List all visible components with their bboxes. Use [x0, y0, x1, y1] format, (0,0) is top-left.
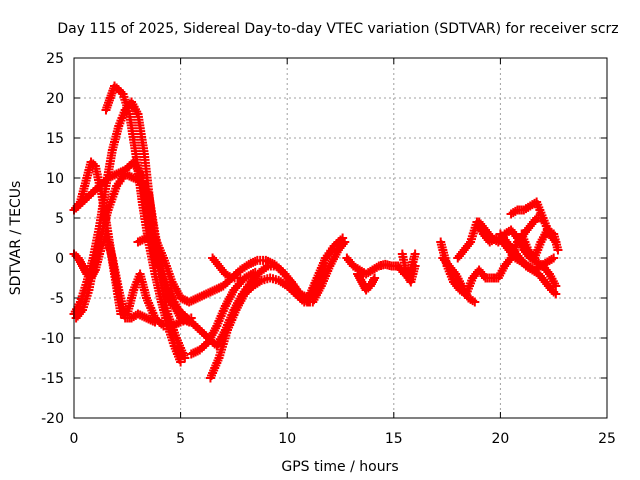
- data-point: [549, 253, 559, 263]
- x-tick-label: 20: [491, 431, 509, 447]
- data-point: [551, 289, 561, 299]
- data-point: [551, 281, 561, 291]
- series-track-m: [353, 269, 380, 295]
- y-tick-label: -10: [41, 331, 64, 347]
- y-tick-label: 20: [46, 91, 64, 107]
- data-point: [150, 317, 160, 327]
- x-tick-label: 0: [70, 431, 79, 447]
- x-axis-label: GPS time / hours: [281, 459, 398, 475]
- y-tick-label: 10: [46, 171, 64, 187]
- y-axis-tick-labels: -20 -15 -10 -5 0 5 10 15 20 25: [41, 51, 64, 427]
- data-point: [250, 267, 260, 277]
- data-point: [176, 357, 186, 367]
- y-tick-label: -20: [41, 411, 64, 427]
- series-track-j: [186, 267, 260, 359]
- data-point: [410, 261, 420, 271]
- series-track-k: [208, 253, 245, 283]
- x-tick-label: 15: [385, 431, 403, 447]
- grid-lines: [74, 58, 607, 418]
- y-tick-label: -15: [41, 371, 64, 387]
- series-track-f: [69, 229, 160, 327]
- y-tick-label: 25: [46, 51, 64, 67]
- y-axis-label: SDTVAR / TECUs: [8, 181, 24, 296]
- y-tick-label: -5: [50, 291, 64, 307]
- series-track-p: [438, 253, 480, 307]
- data-point: [410, 249, 420, 259]
- data-point: [235, 273, 245, 283]
- data-point: [470, 297, 480, 307]
- data-point: [553, 245, 563, 255]
- series-track-i: [205, 237, 350, 383]
- data-points: [69, 81, 563, 383]
- y-tick-label: 15: [46, 131, 64, 147]
- x-tick-label: 25: [598, 431, 616, 447]
- x-axis-tick-labels: 0 5 10 15 20 25: [70, 431, 616, 447]
- chart-title: Day 115 of 2025, Sidereal Day-to-day VTE…: [57, 21, 618, 37]
- data-point: [370, 273, 380, 283]
- series-track-t: [495, 229, 561, 299]
- x-tick-label: 5: [176, 431, 185, 447]
- x-tick-label: 10: [278, 431, 296, 447]
- data-point: [180, 353, 190, 363]
- series-track-u: [517, 225, 563, 263]
- series-track-n: [397, 249, 420, 287]
- y-tick-label: 5: [55, 211, 64, 227]
- plot-frame: [73, 57, 608, 419]
- y-tick-label: 0: [55, 251, 64, 267]
- data-point: [340, 237, 350, 247]
